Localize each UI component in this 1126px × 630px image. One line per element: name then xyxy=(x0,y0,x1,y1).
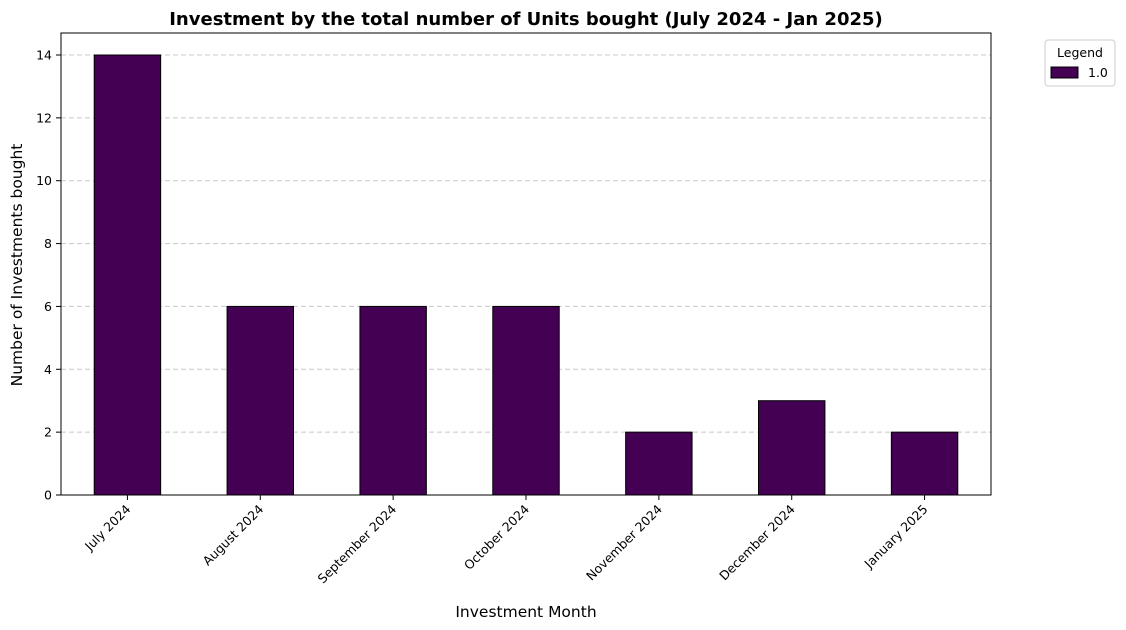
y-tick-label: 6 xyxy=(44,299,52,314)
x-tick-label: November 2024 xyxy=(583,501,665,583)
bars xyxy=(93,54,959,496)
y-tick-label: 4 xyxy=(44,362,52,377)
y-tick-label: 14 xyxy=(36,48,52,63)
x-axis-label: Investment Month xyxy=(455,603,596,621)
bar xyxy=(226,305,294,496)
x-tick-label: January 2025 xyxy=(861,502,931,572)
x-tick-label: December 2024 xyxy=(716,501,798,583)
bar xyxy=(492,305,560,496)
y-tick-label: 12 xyxy=(36,110,52,125)
y-tick-label: 10 xyxy=(36,173,52,188)
x-tick-label: September 2024 xyxy=(314,501,399,586)
x-axis: July 2024 August 2024 September 2024 Octobe… xyxy=(81,495,931,586)
legend-title: Legend xyxy=(1057,45,1103,60)
bar xyxy=(758,400,826,496)
legend-swatch xyxy=(1050,66,1079,79)
x-tick-label: August 2024 xyxy=(200,501,267,568)
legend-entry-label: 1.0 xyxy=(1088,65,1108,80)
y-tick-label: 8 xyxy=(44,236,52,251)
bar xyxy=(890,431,959,496)
bar xyxy=(93,54,162,496)
x-tick-label: October 2024 xyxy=(461,501,532,572)
bar xyxy=(625,431,693,496)
y-axis: 0 2 4 6 8 10 12 14 xyxy=(36,48,61,503)
y-tick-label: 0 xyxy=(44,488,52,503)
y-axis-label: Number of Investments bought xyxy=(8,144,26,387)
y-tick-label: 2 xyxy=(44,425,52,440)
chart-title: Investment by the total number of Units … xyxy=(169,9,883,30)
x-tick-label: July 2024 xyxy=(81,501,134,554)
legend: Legend 1.0 xyxy=(1044,39,1116,87)
bar xyxy=(359,305,427,496)
